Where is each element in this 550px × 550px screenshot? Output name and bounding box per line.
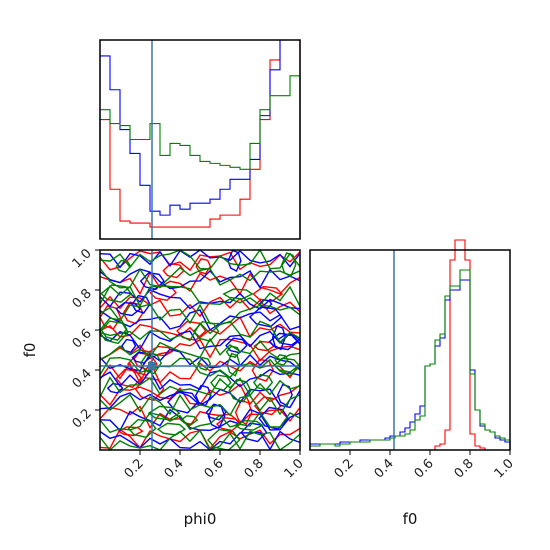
phi0-marginal-series-2-step-line <box>99 75 301 239</box>
joint-x-axis-label: phi0 <box>184 510 217 528</box>
joint-xtick-label-0: 0.2 <box>122 456 147 481</box>
joint-contour-series-2-loop-8-1 <box>233 419 264 431</box>
joint-contour-series-2-loop-7-1 <box>207 428 241 452</box>
phi0-f0-joint-contour-panel: 0.2 0.4 0.6 0.8 1.0 0.2 0.4 0.6 0.8 1.0 phi0 f0 <box>21 246 307 528</box>
phi0-marginal-histogram-panel <box>99 39 301 240</box>
joint-ytick-label-1: 0.4 <box>70 366 95 391</box>
joint-contour-series-2-line-8 <box>99 284 301 308</box>
joint-contour-series-1-line-0 <box>99 430 301 451</box>
joint-contour-series-1-loop-6-0 <box>139 272 165 291</box>
joint-contour-series-2-loop-10-0 <box>147 405 181 421</box>
joint-contour-series-1-loop-2-0 <box>207 403 226 430</box>
joint-contour-series-1-loop-9-1 <box>276 383 293 407</box>
joint-contour-series-1-loop-5-1 <box>194 384 212 407</box>
joint-contour-series-2-loop-0-0 <box>228 378 252 403</box>
joint-contour-series-2-loop-2-0 <box>179 415 199 425</box>
joint-contour-series-1-loop-9-0 <box>276 333 301 346</box>
joint-contour-series-2-loop-6-0 <box>156 422 187 436</box>
joint-contour-series-1-loop-8-1 <box>106 382 124 394</box>
joint-contour-series-2-loop-9-1 <box>127 418 157 439</box>
joint-contour-series-0-loop-3-0 <box>117 426 144 437</box>
joint-contour-series-1-line-7 <box>99 289 301 310</box>
joint-xtick-label-3: 0.8 <box>242 456 267 481</box>
f0-marginal-histogram-panel: 0.2 0.4 0.6 0.8 1.0 f0 <box>309 239 517 528</box>
joint-contour-series-2-loop-6-1 <box>225 345 241 358</box>
joint-ytick-label-3: 0.8 <box>70 286 95 311</box>
joint-contour-series-2-loop-8-0 <box>226 352 241 377</box>
joint-contour-series-2-loop-4-1 <box>192 320 220 342</box>
joint-contour-series-2-line-6 <box>99 320 301 344</box>
joint-contour-series-1-line-6 <box>99 309 301 331</box>
joint-contour-series-2-line-1 <box>99 411 301 434</box>
joint-contour-series-0-loop-0-0 <box>252 285 284 303</box>
f0-xtick-label-1: 0.4 <box>372 456 397 481</box>
joint-contour-series-1-loop-5-0 <box>225 337 248 354</box>
f0-x-axis-label: f0 <box>403 510 418 528</box>
joint-contour-series-1-line-3 <box>99 368 301 391</box>
joint-contour-series-0-loop-3-1 <box>162 262 185 279</box>
joint-contour-series-1-loop-3-1 <box>131 351 151 364</box>
joint-contour-series-2-line-0 <box>99 429 301 452</box>
joint-contour-series-0-line-8 <box>99 250 301 272</box>
joint-contour-series-2-line-2 <box>99 393 301 417</box>
joint-contour-series-0-line-1 <box>99 405 301 429</box>
phi0-marginal-frame <box>99 39 301 240</box>
f0-marginal-series-2-step-line <box>309 269 511 450</box>
joint-contour-series-1-loop-6-1 <box>115 301 142 317</box>
f0-xtick-label-2: 0.6 <box>412 456 437 481</box>
joint-contour-series-1-line-8 <box>99 268 301 290</box>
f0-marginal-frame <box>309 249 511 451</box>
joint-contour-series-1-loop-7-0 <box>258 406 290 430</box>
joint-xtick-label-4: 1.0 <box>282 456 307 481</box>
joint-contour-series-2-loop-1-0 <box>222 288 254 300</box>
joint-truth-marker <box>148 362 156 370</box>
joint-contour-series-2-line-3 <box>99 376 301 398</box>
joint-xtick-label-1: 0.4 <box>162 456 187 481</box>
joint-contour-series-2-line-10 <box>99 248 301 270</box>
joint-contour-series-2-loop-5-0 <box>274 354 289 366</box>
joint-frame <box>99 249 301 451</box>
joint-contour-series-2-loop-1-1 <box>253 373 274 391</box>
joint-contour-series-2-line-5 <box>99 337 301 361</box>
joint-contour-series-0-line-7 <box>99 271 301 296</box>
joint-ytick-label-2: 0.6 <box>70 326 95 351</box>
joint-ytick-label-4: 1.0 <box>70 246 95 271</box>
joint-contour-series-0-line-5 <box>99 316 301 339</box>
joint-y-axis-label: f0 <box>21 343 39 358</box>
joint-contour-series-0-loop-5-0 <box>176 320 207 342</box>
joint-contour-series-2-loop-10-1 <box>139 352 163 375</box>
joint-contour-series-0-line-6 <box>99 295 301 318</box>
joint-contour-series-2-loop-4-0 <box>99 317 128 341</box>
f0-xtick-label-0: 0.2 <box>332 456 357 481</box>
joint-contour-series-2-line-9 <box>99 266 301 289</box>
joint-contour-series-2-line-7 <box>99 303 301 325</box>
joint-contour-series-1-loop-2-1 <box>205 404 227 421</box>
joint-contour-series-2-line-4 <box>99 356 301 379</box>
joint-contour-series-2-loop-7-0 <box>197 356 212 371</box>
joint-ytick-label-0: 0.2 <box>70 406 95 431</box>
f0-xtick-label-3: 0.8 <box>452 456 477 481</box>
joint-contour-series-2-loop-3-0 <box>210 374 232 391</box>
joint-xtick-label-2: 0.6 <box>202 456 227 481</box>
joint-contour-series-0-line-4 <box>99 338 301 362</box>
f0-xtick-label-4: 1.0 <box>492 456 517 481</box>
joint-contour-series-1-line-5 <box>99 330 301 351</box>
joint-contour-series-2-loop-5-1 <box>100 284 133 303</box>
